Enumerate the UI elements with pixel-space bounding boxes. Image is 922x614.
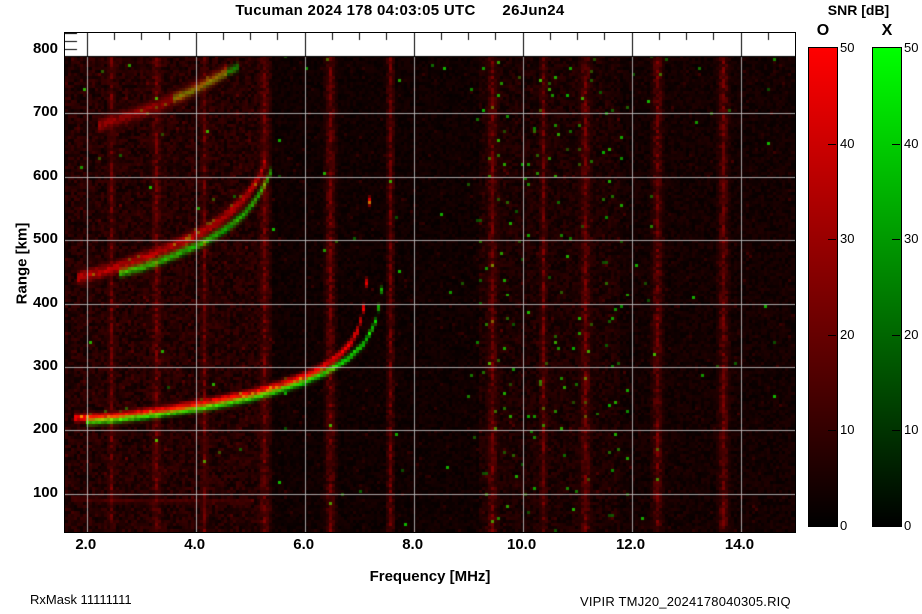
colorbar-o-tick-0: 0 xyxy=(840,518,848,533)
colorbar-o-tick-10: 10 xyxy=(828,422,866,437)
y-tick-300: 300 xyxy=(32,356,58,374)
colorbar-title: SNR [dB] xyxy=(827,2,890,18)
colorbar-o-tick-30: 30 xyxy=(828,231,866,246)
x-tick-6.0: 6.0 xyxy=(293,536,315,553)
y-tick-700: 700 xyxy=(32,103,58,121)
colorbar-x-tick-0: 0 xyxy=(904,518,912,533)
colorbar-o-tick-40: 40 xyxy=(828,136,866,151)
colorbar-tick-dash xyxy=(828,334,836,336)
rxmask-label: RxMask 11111111 xyxy=(30,592,132,607)
x-tick-10.0: 10.0 xyxy=(507,536,537,553)
x-axis-title: Frequency [MHz] xyxy=(369,568,491,585)
colorbar-x-tick-40: 40 xyxy=(892,136,922,151)
colorbar-o-tick-50: 50 xyxy=(840,40,855,55)
x-axis-tick-labels: 2.0 4.0 6.0 8.0 10.0 12.0 14.0 xyxy=(64,536,796,558)
colorbar-o-mode-label: O xyxy=(816,22,830,39)
y-tick-800: 800 xyxy=(32,39,58,57)
colorbar-x-tick-30: 30 xyxy=(892,231,922,246)
y-tick-600: 600 xyxy=(32,166,58,184)
page-title: Tucuman 2024 178 04:03:05 UTC 26Jun24 xyxy=(235,2,565,19)
colorbar-o-gradient xyxy=(808,47,838,527)
x-tick-4.0: 4.0 xyxy=(184,536,206,553)
colorbar-x-mode-label: X xyxy=(881,22,893,39)
y-tick-100: 100 xyxy=(32,483,58,501)
colorbar-x-gradient xyxy=(872,47,902,527)
colorbar-tick-dash xyxy=(892,143,900,145)
colorbar-tick-dash xyxy=(892,239,900,241)
colorbar-o-tick-20: 20 xyxy=(828,327,866,342)
y-tick-400: 400 xyxy=(32,293,58,311)
y-tick-200: 200 xyxy=(32,420,58,438)
y-axis-tick-labels: 800 700 600 500 400 300 200 100 xyxy=(0,32,58,533)
colorbar-tick-dash xyxy=(892,334,900,336)
colorbar-x-ticks: 50 40 30 20 10 0 xyxy=(892,40,922,533)
y-tick-500: 500 xyxy=(32,230,58,248)
colorbar-tick-dash xyxy=(892,430,900,432)
colorbar-x-tick-50: 50 xyxy=(904,40,919,55)
x-tick-2.0: 2.0 xyxy=(75,536,97,553)
colorbar-o-ticks: 50 40 30 20 10 0 xyxy=(828,40,866,533)
colorbar-tick-dash xyxy=(828,143,836,145)
colorbar-tick-dash xyxy=(828,430,836,432)
ionogram-canvas[interactable] xyxy=(65,33,795,532)
x-tick-8.0: 8.0 xyxy=(402,536,424,553)
colorbar-tick-dash xyxy=(828,239,836,241)
x-tick-12.0: 12.0 xyxy=(615,536,646,553)
colorbar-x-tick-10: 10 xyxy=(892,422,922,437)
ionogram-plot[interactable] xyxy=(64,32,796,533)
source-file-label: VIPIR TMJ20_2024178040305.RIQ xyxy=(580,594,791,609)
x-tick-14.0: 14.0 xyxy=(724,536,755,553)
colorbar-x-tick-20: 20 xyxy=(892,327,922,342)
